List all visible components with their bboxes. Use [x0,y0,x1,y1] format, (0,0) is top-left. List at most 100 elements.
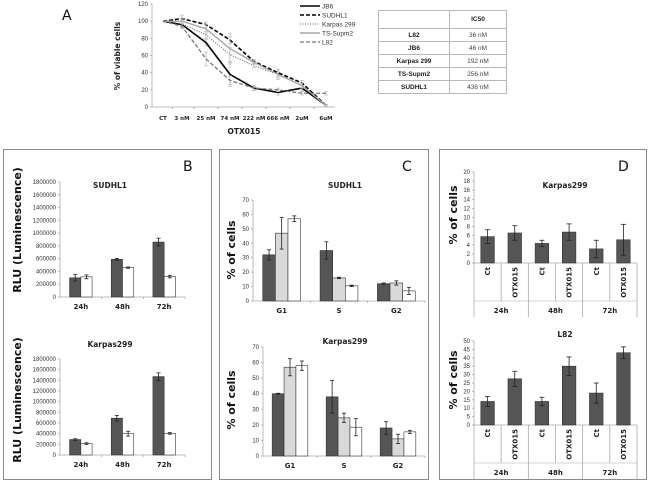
y-tick-label: 1800000 [33,357,57,363]
ic50-row: Karpas 299 192 nM [378,54,507,68]
legend-label: TS-Supm2 [322,30,353,37]
y-tick-label: 80 [141,36,148,42]
y-axis-title: % of viable cells [113,21,122,90]
x-tick-label: 72h [157,303,172,311]
y-axis-title: % of cells [225,370,238,430]
cell-line-name: TS-Supm2 [378,67,450,81]
x-tick-label: OTX015 [566,429,574,460]
y-tick-label: 600000 [36,421,57,427]
chart-title: L82 [557,330,572,339]
panel-d-letter: D [618,159,629,175]
y-tick-label: 8 [467,225,471,231]
y-tick-label: 10 [463,216,470,222]
panel-a-letter: A [62,8,72,24]
ic50-header-row: IC50 [378,10,507,29]
x-tick-label: 48h [115,303,130,311]
y-tick-label: 30 [252,407,259,413]
cell-line-name: Karpas 299 [378,54,450,68]
bar-24h-0 [69,439,82,456]
x-group-label: 48h [548,469,563,477]
y-tick-label: 10 [252,438,259,444]
x-tick-label: 2uM [295,116,308,122]
chart-c-karpas299: 0 10 20 30 40 50 60 70 G1 S G2 Karpas299 % of cells [225,337,426,470]
bar-g2-1 [389,282,403,302]
legend-label: SUDHL1 [322,12,348,19]
ic50-header-label: IC50 [449,10,507,29]
y-tick-label: 40 [242,241,249,247]
y-tick-label: 1400000 [33,378,57,384]
x-axis-title: OTX015 [228,127,261,136]
y-tick-label: 6 [467,234,471,240]
x-tick-label: G2 [393,462,404,470]
chart-d-l82: 0 5 10 15 20 25 30 35 40 45 50 Ct OTX015 Ct OTX015 Ct OT… [447,330,638,479]
y-tick-label: 1600000 [33,368,57,374]
x-group-label: 24h [494,469,509,477]
chart-title: SUDHL1 [93,181,127,190]
y-tick-label: 20 [242,270,249,276]
y-axis-title: % of cells [447,185,460,245]
x-tick-label: S [336,307,341,315]
y-tick-label: 400000 [36,269,57,275]
y-tick-label: 60 [141,54,148,60]
y-tick-label: 40 [141,71,148,77]
y-tick-label: 0 [246,299,250,305]
x-tick-label: OTX015 [620,267,628,298]
chart-b-karpas299: 0 200000 400000 600000 800000 1000000 1200000 1… [11,337,186,469]
y-tick-label: 1400000 [33,206,57,212]
x-tick-label: S [341,462,346,470]
ic50-value: 46 nM [449,41,507,55]
ic50-value: 256 nM [449,67,507,81]
ic50-table: IC50 L82 36 nM JB6 46 nM Karpas 299 192 … [378,10,507,94]
x-tick-label: 3 nM [174,116,189,122]
bar-48h-1 [122,433,135,456]
y-tick-label: 45 [463,347,470,353]
x-tick-label: 6uM [319,116,332,122]
x-group-label: 48h [548,307,563,315]
y-tick-label: 1600000 [33,193,57,199]
x-tick-label: Ct [538,428,546,437]
ic50-row: JB6 46 nM [378,41,507,55]
y-axis-title: RLU (Luminescence) [11,337,24,463]
y-tick-label: 600000 [36,257,57,263]
x-tick-label: Ct [484,428,492,437]
x-tick-label: Ct [538,266,546,275]
series-line-l82 [162,20,326,94]
chart-c-sudhl1: 0 10 20 30 40 50 60 70 G1 S G2 SUDHL1 % of cells [225,181,426,315]
y-tick-label: 18 [463,179,470,185]
legend-label: JB6 [322,3,334,10]
y-tick-label: 35 [463,364,470,370]
ic50-value: 436 nM [449,80,507,94]
bar-g1-0 [271,393,285,457]
y-tick-label: 50 [242,227,249,233]
y-tick-label: 200000 [36,442,57,448]
cell-line-name: L82 [378,28,450,42]
y-tick-label: 60 [252,361,259,367]
bar-48h-1 [122,267,135,298]
y-tick-label: 1000000 [33,400,57,406]
chart-title: Karpas299 [87,340,132,349]
series-line-jb6 [162,20,327,106]
x-tick-label: OTX015 [511,429,519,460]
ic50-row: TS-Supm2 256 nM [378,67,507,81]
bar-s-1 [337,417,351,457]
y-tick-label: 20 [141,88,148,94]
panel-d-frame [439,149,647,480]
x-tick-label: G2 [391,307,402,315]
bar-72h-1 [163,276,176,298]
bar-s-2 [345,285,359,302]
y-axis-title: RLU (Luminescence) [11,167,24,293]
y-tick-label: 800000 [36,410,57,416]
y-tick-label: 60 [242,212,249,218]
x-tick-label: OTX015 [620,429,628,460]
bar-72h-0 [152,241,165,298]
y-tick-label: 5 [467,415,471,421]
y-tick-label: 50 [463,339,470,345]
x-tick-label: G1 [285,462,296,470]
x-tick-label: OTX015 [511,267,519,298]
y-tick-label: 200000 [36,282,57,288]
bar-g1-2 [287,218,301,302]
bar-24h-1 [80,443,93,456]
bar-g1-2 [295,365,309,457]
x-tick-label: 74 nM [221,116,240,122]
y-tick-label: 10 [242,285,249,291]
